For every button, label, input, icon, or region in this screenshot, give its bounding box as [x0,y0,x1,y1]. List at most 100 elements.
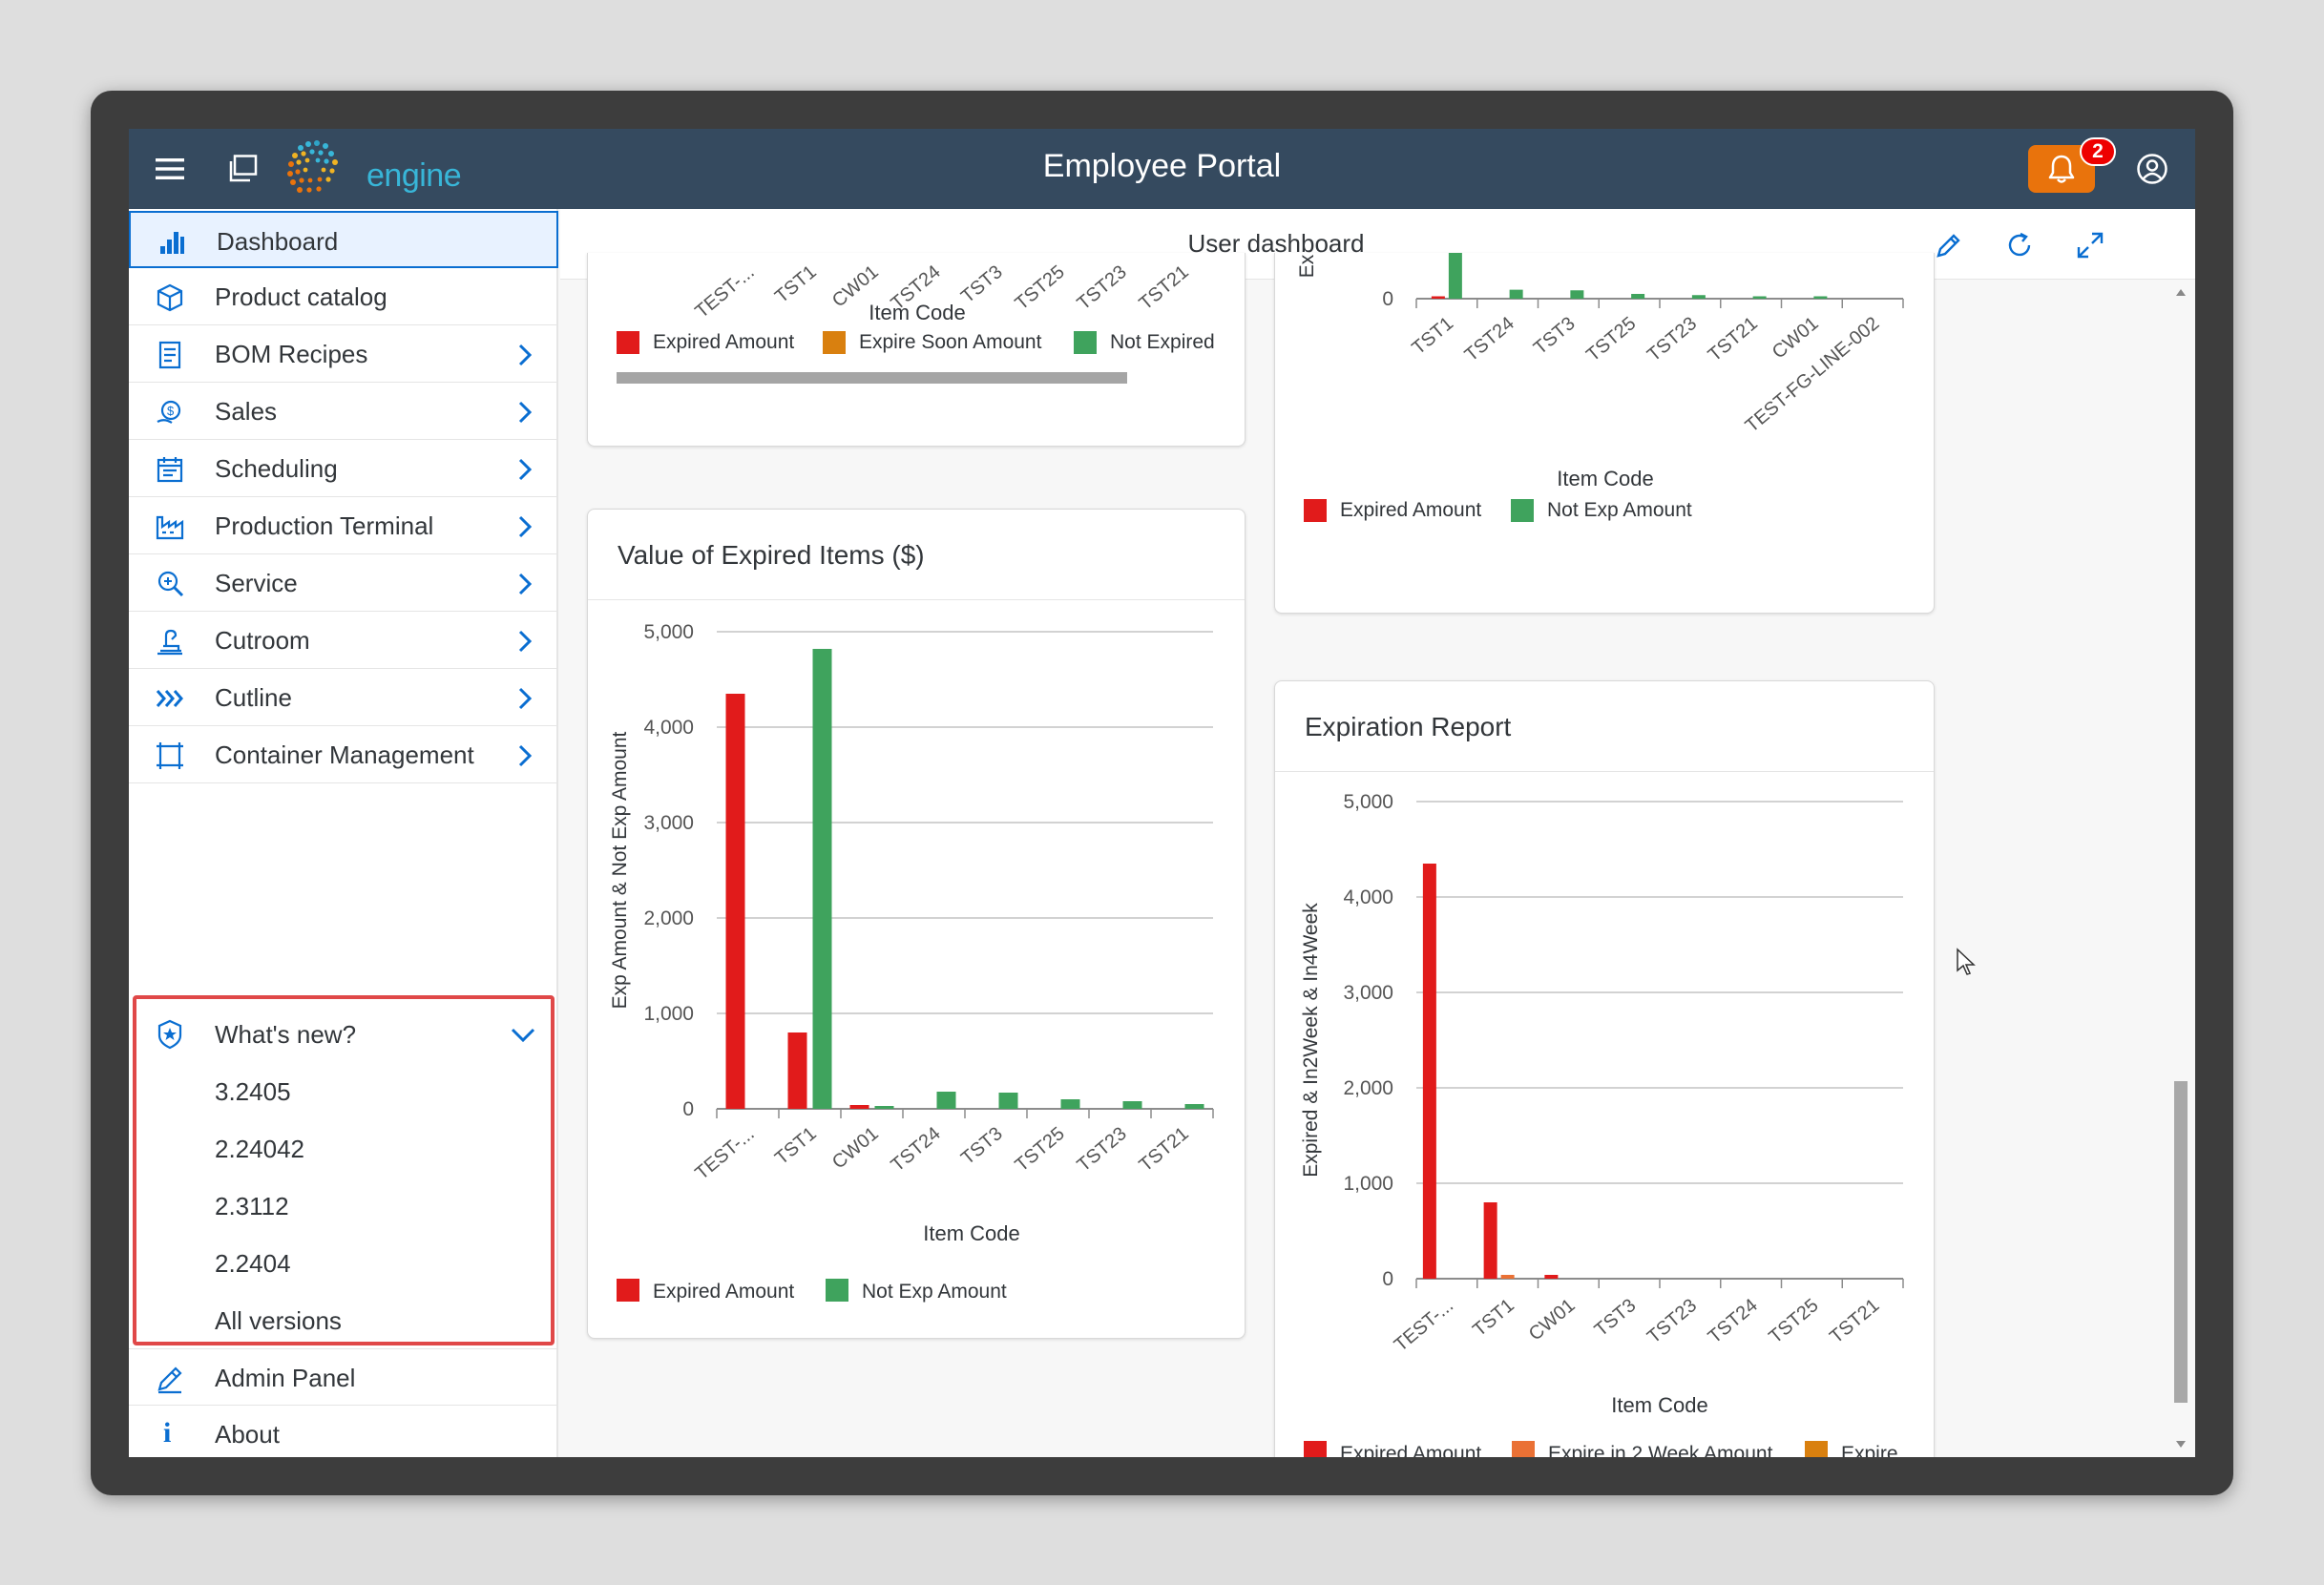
windows-icon[interactable] [220,146,266,192]
bar-expired-amount [1422,864,1436,1279]
chevron-right-icon [518,515,533,538]
whats-new-version-item[interactable]: 2.2404 [129,1234,558,1291]
version-label: 2.24042 [215,1135,304,1163]
bar-not-exp-amount [1509,289,1523,299]
legend-label: Not Exp Amount [1547,499,1692,521]
sidebar-item-whats-new[interactable]: What's new? [129,1005,558,1062]
whats-new-version-item[interactable]: 3.2405 [129,1062,558,1119]
bar-expired-amount [725,694,745,1109]
x-tick-label: TST1 [771,1123,821,1169]
legend-label: Expired Amount [1340,1443,1481,1457]
chevron-right-icon [518,630,533,653]
y-tick-label: 1,000 [1343,1173,1393,1195]
bar-not-exp-amount [1631,294,1645,299]
sidebar-item-dashboard[interactable]: Dashboard [129,211,558,268]
sidebar-item-admin-panel[interactable]: Admin Panel [129,1348,558,1406]
bar-expired-amount [787,1032,807,1109]
sidebar-item-label: Dashboard [217,227,339,256]
edit-pencil-icon[interactable] [1931,227,1967,263]
sidebar-item-bom-recipes[interactable]: BOM Recipes [129,325,558,383]
y-tick-label: 1,000 [643,1003,694,1025]
x-tick-label: TST23 [1074,1123,1131,1176]
whats-new-version-item[interactable]: 2.3112 [129,1177,558,1234]
legend-swatch-expire [1805,1441,1828,1457]
sidebar-item-production-terminal[interactable]: Production Terminal [129,497,558,554]
bar-not-exp-amount [998,1093,1018,1109]
x-axis-label: Item Code [923,1221,1020,1245]
sidebar-item-label: Scheduling [215,454,338,483]
company-logo[interactable]: engine [282,135,472,203]
sidebar-item-cutline[interactable]: Cutline [129,669,558,726]
legend-label: Expired Amount [653,1281,794,1303]
y-tick-label: 0 [1382,288,1393,310]
legend-scrollbar[interactable] [617,372,1127,384]
expiration-report-chart: 0 1,000 2,000 3,000 4,000 5,000 TEST-... TST1 CW… [1300,791,1904,1457]
expired-value-chart: 0 1,000 2,000 3,000 4,000 5,000 TEST-... TST1 CW… [609,621,1214,1303]
admin-panel-icon [157,1366,182,1394]
y-tick-label: 2,000 [1343,1077,1393,1099]
sidebar-item-about[interactable]: i About [129,1406,558,1457]
whats-new-highlight-box [133,995,555,1345]
x-tick-label: TST23 [1644,313,1701,365]
y-tick-label: 5,000 [1343,791,1393,813]
app-title: Employee Portal [1042,148,1282,184]
y-tick-label: 3,000 [1343,982,1393,1004]
sidebar-item-cutroom[interactable]: Cutroom [129,612,558,669]
sidebar-item-service[interactable]: Service [129,554,558,612]
version-label: 3.2405 [215,1077,291,1106]
chart-card-top-right: 0 Ex TST1 TST24 TST3 TST25 TST23 TST21 CW01 TEST-… [1274,253,1935,614]
legend-label: Expired Amount [653,331,795,353]
service-icon [157,571,184,597]
sidebar-item-scheduling[interactable]: Scheduling [129,440,558,497]
dashboard-icon [160,232,184,254]
sidebar-item-sales[interactable]: $ Sales [129,383,558,440]
x-tick-label: TST24 [1461,313,1518,365]
sidebar-item-label: Service [215,569,298,597]
whats-new-all-versions[interactable]: All versions [129,1291,558,1348]
bar-not-exp-amount [1448,253,1462,299]
legend-label: Not Exp Amount [862,1281,1007,1303]
user-profile-icon[interactable] [2129,146,2175,192]
x-tick-label: TST25 [1765,1295,1822,1347]
x-tick-label: CW01 [828,1123,883,1174]
product-catalog-icon [157,283,183,312]
x-tick-label: TST3 [957,1123,1007,1169]
logo-dots-icon [287,140,338,193]
card-divider [588,599,1245,600]
x-tick-label: TST23 [1644,1295,1701,1347]
bar-not-exp-amount [812,649,832,1109]
y-axis-label: Expired & In2Week & In4Week [1300,903,1322,1178]
sidebar-item-label: Sales [215,397,278,426]
bar-not-exp-amount [1752,296,1767,299]
y-tick-label: 4,000 [643,717,694,739]
y-tick-label: 0 [682,1098,694,1120]
legend-swatch-not-exp [826,1279,848,1302]
mouse-cursor-icon [1957,948,1976,975]
x-tick-label: TST1 [1408,313,1457,359]
refresh-icon[interactable] [2001,227,2038,263]
chevron-right-icon [518,687,533,710]
legend-swatch-expired [1304,1441,1327,1457]
chevron-down-icon [511,1028,535,1043]
x-tick-label: TST21 [1705,313,1762,365]
chevron-right-icon [518,458,533,481]
menu-hamburger-icon[interactable] [147,146,193,192]
x-tick-label: TST3 [1591,1295,1641,1341]
fullscreen-expand-icon[interactable] [2072,227,2108,263]
y-tick-label: 5,000 [643,621,694,643]
sidebar-item-container-management[interactable]: Container Management [129,726,558,783]
whats-new-version-item[interactable]: 2.24042 [129,1119,558,1177]
y-tick-label: 2,000 [643,907,694,929]
chart-card-expired-value: Value of Expired Items ($) 0 1,000 2,000 3,… [587,509,1246,1339]
sidebar-item-product-catalog[interactable]: Product catalog [129,268,558,325]
x-tick-label: TST1 [1469,1295,1518,1341]
legend-swatch-expired [617,1279,639,1302]
top-left-legend: Expired Amount Expire Soon Amount Not Ex… [617,331,1245,360]
cutline-icon [156,690,183,707]
content-scrollbar[interactable] [2170,282,2191,1457]
bar-not-exp-amount [1060,1099,1080,1109]
bar-expired-amount [1431,296,1445,299]
legend-not-exp-amount: Not Exp Amount [1511,499,1692,522]
top-left-xlabel: Item Code [869,301,966,324]
bar-not-exp-amount [1122,1101,1142,1109]
